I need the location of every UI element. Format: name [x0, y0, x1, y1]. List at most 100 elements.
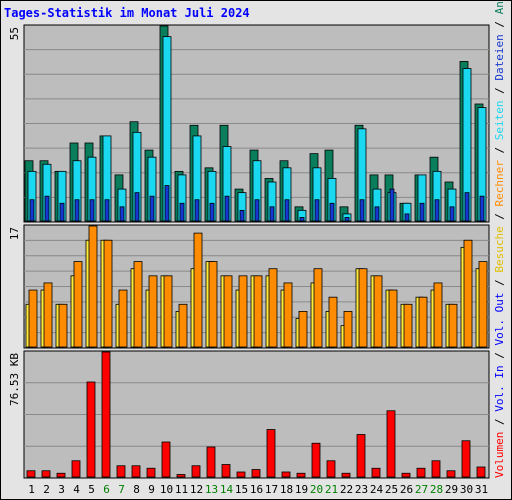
bar-rechner-day-4: [73, 261, 83, 348]
y-max-label: 55: [8, 27, 21, 40]
legend-entry: /: [493, 14, 506, 34]
bar-volumen-day-12: [191, 465, 201, 478]
bar-volumen-day-14: [221, 464, 231, 478]
bar-rechner-day-30: [463, 239, 473, 348]
bar-volumen-day-30: [461, 440, 471, 478]
x-tick-label: 20: [310, 483, 323, 496]
x-tick-label: 4: [73, 483, 80, 496]
bar-rechner-day-17: [268, 268, 278, 348]
legend-entry: Volumen: [493, 432, 506, 478]
bar-volumen-day-8: [131, 465, 141, 478]
bar-seiten-day-18: [284, 199, 290, 222]
bar-volumen-day-2: [41, 470, 51, 478]
bar-seiten-day-16: [254, 199, 260, 222]
y-max-label: 17: [8, 227, 21, 240]
top-panel-requests-files-pages: [23, 24, 490, 223]
bar-seiten-day-23: [359, 199, 365, 222]
x-tick-label: 16: [250, 483, 263, 496]
bar-volumen-day-20: [311, 442, 321, 478]
bar-volumen-day-11: [176, 474, 186, 478]
bar-volumen-day-3: [56, 472, 66, 478]
bar-volumen-day-24: [371, 467, 381, 478]
bar-volumen-day-27: [416, 467, 426, 478]
bar-seiten-day-10: [164, 185, 170, 222]
bar-rechner-day-25: [388, 289, 398, 348]
bar-rechner-day-27: [418, 296, 428, 348]
x-tick-label: 22: [340, 483, 353, 496]
bar-seiten-day-4: [74, 199, 80, 222]
bar-rechner-day-9: [148, 275, 158, 348]
legend-text: Volumen / Vol. In / Vol. Out / Besuche /…: [493, 0, 506, 478]
bar-seiten-day-15: [239, 209, 245, 222]
bar-rechner-day-23: [358, 268, 368, 348]
bar-volumen-day-22: [341, 472, 351, 478]
bar-rechner-day-2: [43, 282, 53, 348]
legend-entry: Anfragen: [493, 0, 506, 14]
x-tick-label: 15: [235, 483, 248, 496]
bar-rechner-day-16: [253, 275, 263, 348]
x-tick-label: 8: [133, 483, 140, 496]
bar-rechner-day-29: [448, 303, 458, 348]
bar-seiten-day-27: [419, 202, 425, 222]
bar-volumen-day-18: [281, 471, 291, 478]
bar-volumen-day-26: [401, 472, 411, 478]
x-tick-label: 23: [355, 483, 368, 496]
legend-entry: /: [493, 81, 506, 101]
bar-rechner-day-31: [478, 261, 488, 348]
bar-rechner-day-12: [193, 232, 203, 348]
legend-entry: Besuche: [493, 226, 506, 272]
bar-rechner-day-3: [58, 303, 68, 348]
y-max-label: 76.53 KB: [8, 353, 21, 406]
bar-seiten-day-19: [299, 217, 305, 222]
x-tick-label: 7: [118, 483, 125, 496]
y-axis-max-labels: 55 17 76.53 KB: [8, 27, 21, 406]
bar-rechner-day-21: [328, 296, 338, 348]
x-tick-label: 21: [325, 483, 338, 496]
x-tick-label: 14: [220, 483, 234, 496]
bar-volumen-day-5: [86, 381, 96, 478]
bar-seiten-day-30: [464, 192, 470, 222]
x-tick-label: 3: [58, 483, 65, 496]
x-tick-label: 9: [148, 483, 155, 496]
bar-rechner-day-28: [433, 282, 443, 348]
bar-volumen-day-19: [296, 472, 306, 478]
bar-volumen-day-17: [266, 429, 276, 478]
bar-rechner-day-19: [298, 311, 308, 348]
bar-seiten-day-24: [374, 206, 380, 222]
bar-seiten-day-14: [224, 195, 230, 222]
bar-seiten-day-8: [134, 192, 140, 222]
legend-entry: /: [493, 346, 506, 366]
legend-entry: /: [493, 140, 506, 160]
x-tick-label: 1: [28, 483, 35, 496]
bar-seiten-day-22: [344, 217, 350, 222]
bar-seiten-day-2: [44, 195, 50, 222]
x-tick-label: 31: [475, 483, 488, 496]
bar-rechner-day-13: [208, 261, 218, 348]
bar-seiten-day-5: [89, 199, 95, 222]
x-tick-label: 25: [385, 483, 398, 496]
bar-seiten-day-17: [269, 206, 275, 222]
bar-volumen-day-23: [356, 434, 366, 478]
legend-entry: Seiten: [493, 100, 506, 140]
x-tick-label: 10: [160, 483, 173, 496]
bar-seiten-day-29: [449, 206, 455, 222]
x-tick-label: 28: [430, 483, 443, 496]
page-title: Tages-Statistik im Monat Juli 2024: [4, 6, 250, 20]
bar-seiten-day-25: [389, 188, 395, 222]
x-tick-label: 12: [190, 483, 203, 496]
legend-entry: /: [493, 412, 506, 432]
bar-volumen-day-15: [236, 471, 246, 478]
bar-volumen-day-21: [326, 460, 336, 478]
x-tick-label: 13: [205, 483, 218, 496]
bar-rechner-day-5: [88, 225, 98, 348]
bar-seiten-day-12: [194, 199, 200, 222]
bar-rechner-day-26: [403, 303, 413, 348]
bar-seiten-day-13: [209, 202, 215, 222]
bar-seiten-day-6: [104, 199, 110, 222]
x-tick-label: 11: [175, 483, 188, 496]
x-tick-label: 30: [460, 483, 473, 496]
bar-volumen-day-1: [26, 470, 36, 478]
bar-seiten-day-7: [119, 206, 125, 222]
bar-seiten-day-28: [434, 199, 440, 222]
bar-volumen-day-13: [206, 446, 216, 478]
